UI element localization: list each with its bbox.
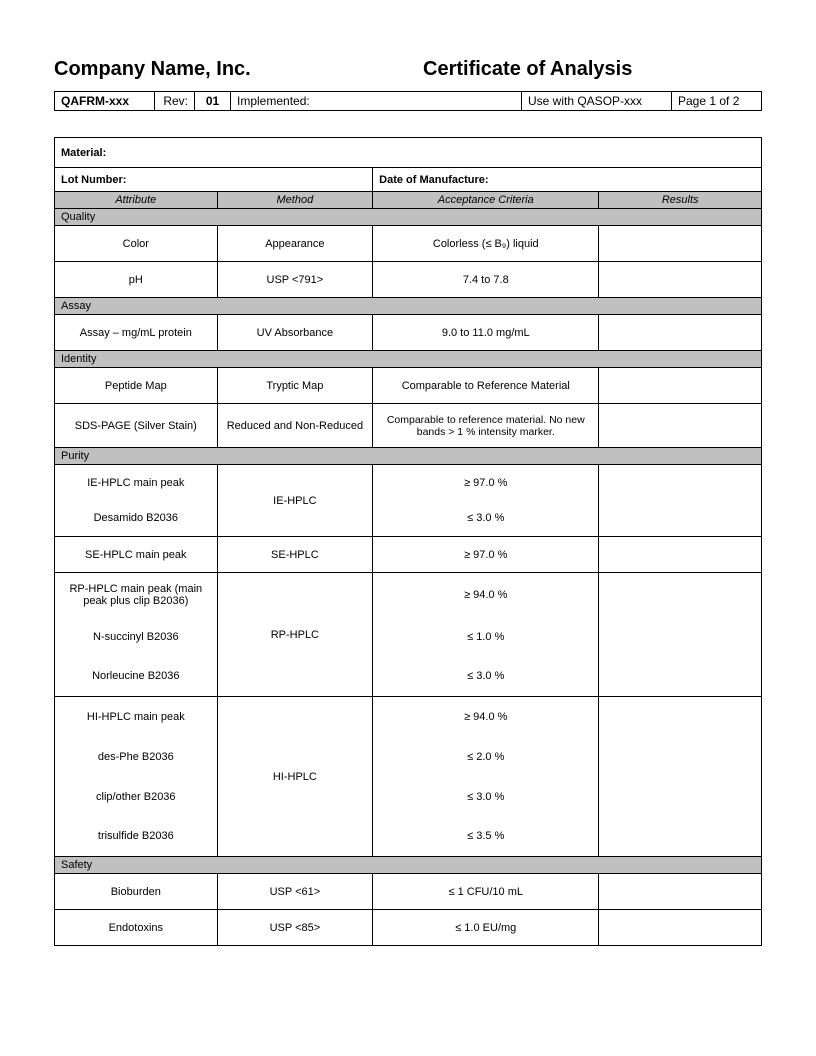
attr-clip: clip/other B2036 xyxy=(55,777,218,817)
col-results: Results xyxy=(599,192,762,209)
result-peptide xyxy=(599,368,762,404)
criteria-desphe: ≤ 2.0 % xyxy=(373,737,599,777)
lot-label: Lot Number: xyxy=(55,168,373,192)
method-peptide: Tryptic Map xyxy=(217,368,373,404)
column-header-row: Attribute Method Acceptance Criteria Res… xyxy=(55,192,762,209)
attr-desamido: Desamido B2036 xyxy=(55,501,218,537)
table-row: Color Appearance Colorless (≤ B₉) liquid xyxy=(55,226,762,262)
section-quality: Quality xyxy=(55,209,762,226)
criteria-bioburden: ≤ 1 CFU/10 mL xyxy=(373,874,599,910)
attr-rp-main: RP-HPLC main peak (main peak plus clip B… xyxy=(55,573,218,617)
method-ph: USP <791> xyxy=(217,262,373,298)
method-assay: UV Absorbance xyxy=(217,315,373,351)
result-hi xyxy=(599,697,762,857)
meta-table: QAFRM-xxx Rev: 01 Implemented: Use with … xyxy=(54,91,762,111)
criteria-norleu: ≤ 3.0 % xyxy=(373,657,599,697)
rev-value: 01 xyxy=(195,92,231,111)
result-assay xyxy=(599,315,762,351)
method-endotox: USP <85> xyxy=(217,910,373,946)
attr-norleu: Norleucine B2036 xyxy=(55,657,218,697)
main-table: Material: Lot Number: Date of Manufactur… xyxy=(54,137,762,946)
col-attribute: Attribute xyxy=(55,192,218,209)
col-acceptance: Acceptance Criteria xyxy=(373,192,599,209)
table-row: Assay – mg/mL protein UV Absorbance 9.0 … xyxy=(55,315,762,351)
criteria-nsucc: ≤ 1.0 % xyxy=(373,617,599,657)
result-rp xyxy=(599,573,762,697)
table-row: HI-HPLC main peak HI-HPLC ≥ 94.0 % xyxy=(55,697,762,737)
material-label: Material: xyxy=(55,138,762,168)
criteria-endotox: ≤ 1.0 EU/mg xyxy=(373,910,599,946)
table-row: IE-HPLC main peak IE-HPLC ≥ 97.0 % xyxy=(55,465,762,501)
attr-peptide: Peptide Map xyxy=(55,368,218,404)
criteria-desamido: ≤ 3.0 % xyxy=(373,501,599,537)
attr-assay: Assay – mg/mL protein xyxy=(55,315,218,351)
result-sds xyxy=(599,404,762,448)
result-se xyxy=(599,537,762,573)
use-with: Use with QASOP-xxx xyxy=(522,92,672,111)
implemented-label: Implemented: xyxy=(231,92,522,111)
criteria-ph: 7.4 to 7.8 xyxy=(373,262,599,298)
table-row: SE-HPLC main peak SE-HPLC ≥ 97.0 % xyxy=(55,537,762,573)
attr-hi-main: HI-HPLC main peak xyxy=(55,697,218,737)
method-sds: Reduced and Non-Reduced xyxy=(217,404,373,448)
dom-label: Date of Manufacture: xyxy=(373,168,762,192)
section-purity: Purity xyxy=(55,448,762,465)
attr-desphe: des-Phe B2036 xyxy=(55,737,218,777)
page-info: Page 1 of 2 xyxy=(672,92,762,111)
criteria-hi-main: ≥ 94.0 % xyxy=(373,697,599,737)
criteria-ie-main: ≥ 97.0 % xyxy=(373,465,599,501)
rev-label: Rev: xyxy=(155,92,195,111)
section-safety: Safety xyxy=(55,857,762,874)
criteria-clip: ≤ 3.0 % xyxy=(373,777,599,817)
attr-nsucc: N-succinyl B2036 xyxy=(55,617,218,657)
form-number: QAFRM-xxx xyxy=(55,92,155,111)
table-row: Bioburden USP <61> ≤ 1 CFU/10 mL xyxy=(55,874,762,910)
attr-ie-main: IE-HPLC main peak xyxy=(55,465,218,501)
attr-color: Color xyxy=(55,226,218,262)
document-title: Certificate of Analysis xyxy=(393,58,762,81)
method-se: SE-HPLC xyxy=(217,537,373,573)
table-row: Peptide Map Tryptic Map Comparable to Re… xyxy=(55,368,762,404)
page: Company Name, Inc. Certificate of Analys… xyxy=(0,0,816,1056)
result-ie xyxy=(599,465,762,537)
method-rp: RP-HPLC xyxy=(217,573,373,697)
criteria-peptide: Comparable to Reference Material xyxy=(373,368,599,404)
criteria-sds: Comparable to reference material. No new… xyxy=(373,404,599,448)
table-row: Endotoxins USP <85> ≤ 1.0 EU/mg xyxy=(55,910,762,946)
criteria-color: Colorless (≤ B₉) liquid xyxy=(373,226,599,262)
criteria-rp-main: ≥ 94.0 % xyxy=(373,573,599,617)
table-row: RP-HPLC main peak (main peak plus clip B… xyxy=(55,573,762,617)
result-endotox xyxy=(599,910,762,946)
header-row: Company Name, Inc. Certificate of Analys… xyxy=(54,58,762,81)
result-ph xyxy=(599,262,762,298)
criteria-se: ≥ 97.0 % xyxy=(373,537,599,573)
col-method: Method xyxy=(217,192,373,209)
criteria-assay: 9.0 to 11.0 mg/mL xyxy=(373,315,599,351)
attr-endotox: Endotoxins xyxy=(55,910,218,946)
method-color: Appearance xyxy=(217,226,373,262)
criteria-trisulf: ≤ 3.5 % xyxy=(373,817,599,857)
section-assay: Assay xyxy=(55,298,762,315)
attr-trisulf: trisulfide B2036 xyxy=(55,817,218,857)
material-row: Material: xyxy=(55,138,762,168)
attr-bioburden: Bioburden xyxy=(55,874,218,910)
section-identity: Identity xyxy=(55,351,762,368)
table-row: SDS-PAGE (Silver Stain) Reduced and Non-… xyxy=(55,404,762,448)
attr-ph: pH xyxy=(55,262,218,298)
attr-se: SE-HPLC main peak xyxy=(55,537,218,573)
table-row: pH USP <791> 7.4 to 7.8 xyxy=(55,262,762,298)
attr-sds: SDS-PAGE (Silver Stain) xyxy=(55,404,218,448)
company-name: Company Name, Inc. xyxy=(54,58,393,81)
method-ie: IE-HPLC xyxy=(217,465,373,537)
method-bioburden: USP <61> xyxy=(217,874,373,910)
result-color xyxy=(599,226,762,262)
method-hi: HI-HPLC xyxy=(217,697,373,857)
lot-date-row: Lot Number: Date of Manufacture: xyxy=(55,168,762,192)
result-bioburden xyxy=(599,874,762,910)
